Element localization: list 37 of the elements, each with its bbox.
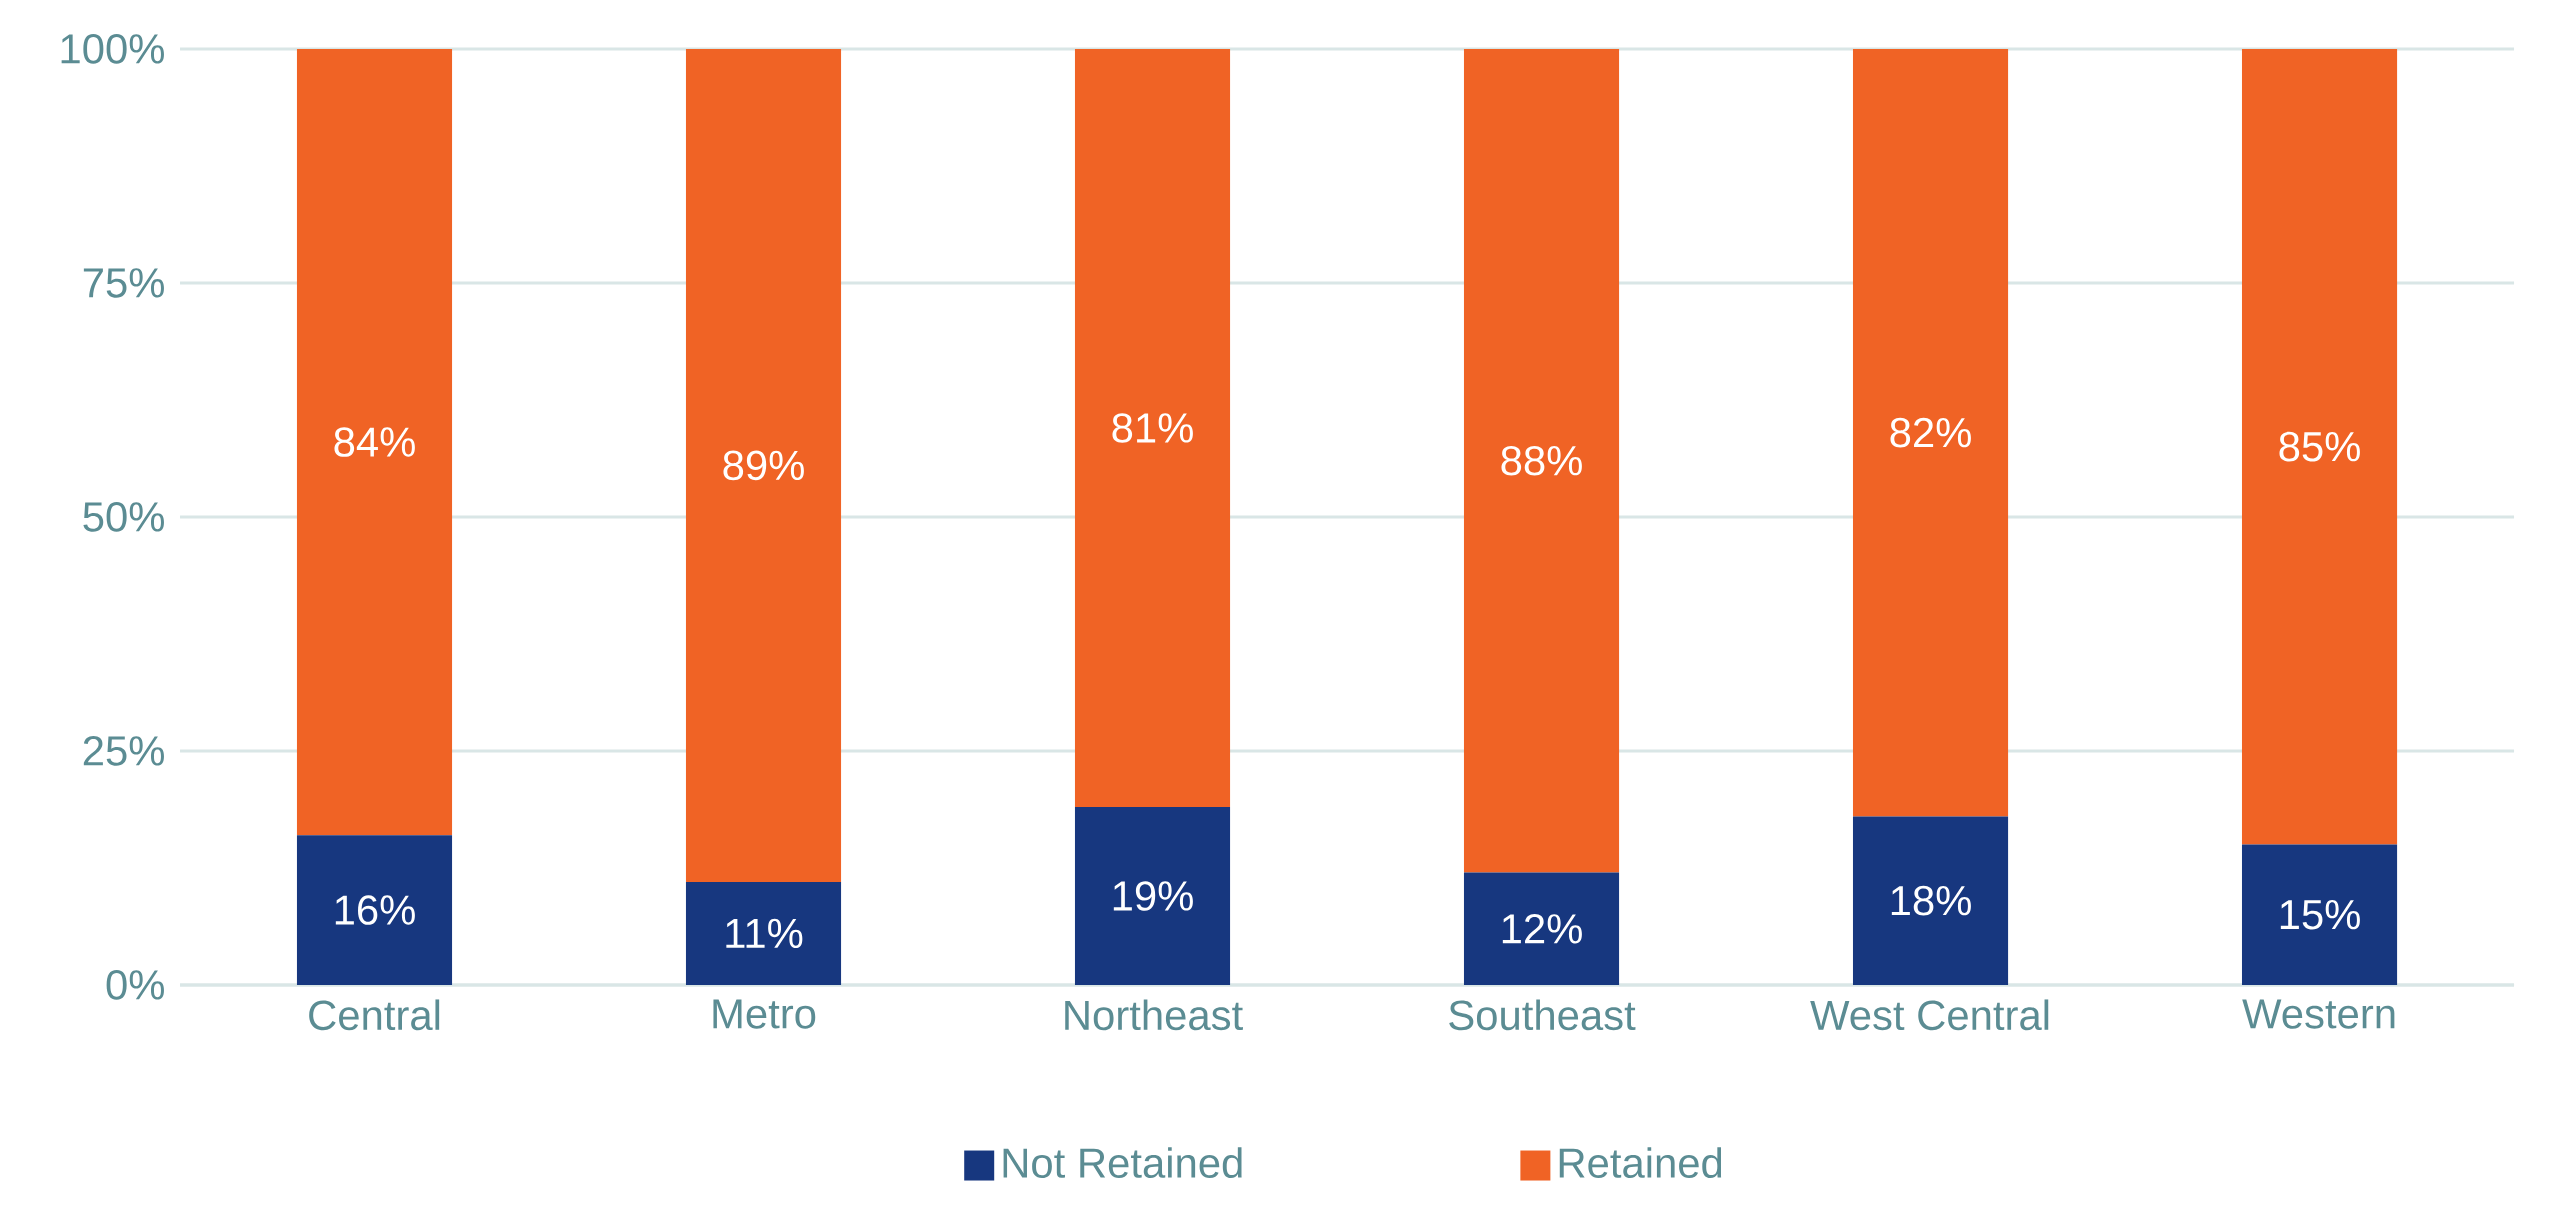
data-label: 18% <box>1891 885 1971 916</box>
data-label: 89% <box>723 450 804 481</box>
y-tick-label: 100% <box>61 34 164 64</box>
data-label: 81% <box>1112 413 1193 443</box>
data-label: 84% <box>334 427 415 457</box>
bar <box>296 835 453 985</box>
x-tick-label: Metro <box>713 999 816 1029</box>
data-label: 15% <box>2280 899 2360 930</box>
x-tick-label: Southeast <box>1449 999 1636 1031</box>
data-label: 88% <box>1501 445 1582 476</box>
bar <box>1074 48 1231 808</box>
bar <box>2241 48 2398 845</box>
legend-label: Retained <box>1559 1147 1722 1178</box>
bar <box>1463 48 1620 873</box>
bar <box>1463 872 1620 985</box>
bar <box>685 48 842 882</box>
bar <box>685 881 842 985</box>
y-tick-label: 0% <box>106 970 164 1000</box>
y-tick-label: 25% <box>83 736 164 766</box>
x-tick-label: West Central <box>1810 999 2049 1031</box>
bar <box>2241 844 2398 985</box>
data-label: 19% <box>1113 881 1193 911</box>
data-label: 12% <box>1502 913 1582 944</box>
bar <box>1074 807 1231 985</box>
bar <box>296 48 453 836</box>
legend-label: Not Retained <box>1003 1147 1242 1178</box>
x-tick-label: Northeast <box>1065 999 1243 1031</box>
data-label: 85% <box>2279 431 2360 462</box>
y-tick-label: 75% <box>83 268 164 298</box>
x-tick-label: Central <box>309 999 440 1031</box>
data-label: 82% <box>1890 417 1971 448</box>
data-label: 11% <box>726 918 803 949</box>
data-label: 16% <box>335 895 415 925</box>
bar <box>1852 816 2009 985</box>
x-tick-label: Western <box>2242 999 2395 1029</box>
y-tick-label: 50% <box>83 502 164 532</box>
bar <box>1852 48 2009 817</box>
